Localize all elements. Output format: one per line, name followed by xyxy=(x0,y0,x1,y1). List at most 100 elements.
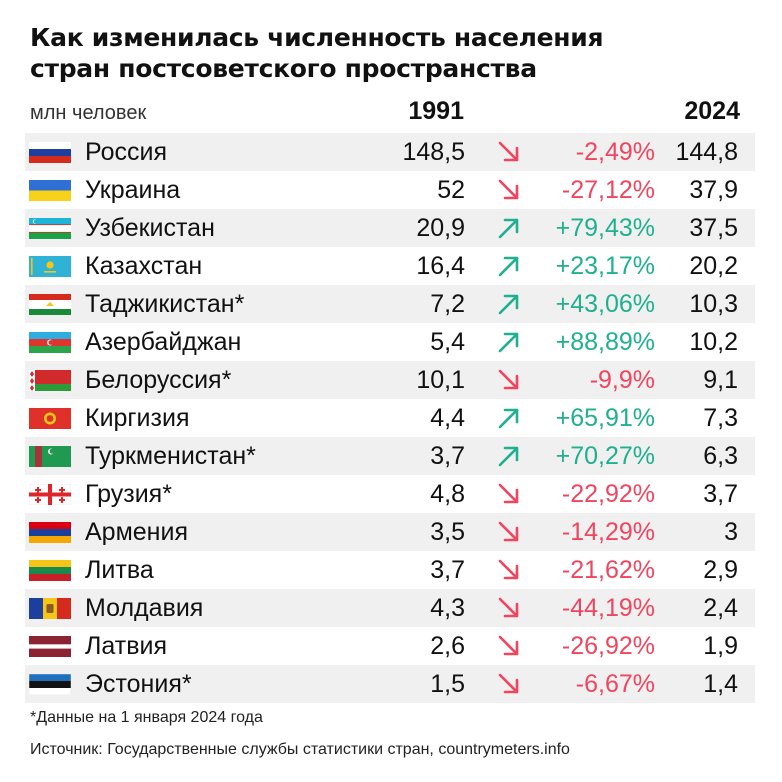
table-row: Азербайджан 5,4 +88,89% 10,2 xyxy=(25,323,755,361)
percent-change: +65,91% xyxy=(555,404,655,432)
percent-change: -6,67% xyxy=(575,670,655,698)
value-1991: 7,2 xyxy=(430,290,465,318)
kyrgyzstan-flag-icon xyxy=(29,408,71,429)
table-row: Туркменистан* 3,7 +70,27% 6,3 xyxy=(25,437,755,475)
turkmenistan-flag-icon xyxy=(29,446,71,467)
table-row: Грузия* 4,8 -22,92% 3,7 xyxy=(25,475,755,513)
table-row: Белоруссия* 10,1 -9,9% 9,1 xyxy=(25,361,755,399)
table-row: Молдавия 4,3 -44,19% 2,4 xyxy=(25,589,755,627)
value-2024: 37,9 xyxy=(689,176,738,204)
arrow-down-icon xyxy=(496,595,522,621)
uzbekistan-flag-icon xyxy=(29,218,71,239)
value-1991: 4,4 xyxy=(430,404,465,432)
country-name: Азербайджан xyxy=(85,328,242,356)
percent-change: -21,62% xyxy=(561,556,655,584)
value-1991: 3,7 xyxy=(430,442,465,470)
arrow-up-icon xyxy=(496,443,522,469)
country-name: Туркменистан* xyxy=(85,442,256,470)
country-name: Таджикистан* xyxy=(85,290,245,318)
table-row: Армения 3,5 -14,29% 3 xyxy=(25,513,755,551)
percent-change: +70,27% xyxy=(555,442,655,470)
arrow-down-icon xyxy=(496,177,522,203)
country-name: Россия xyxy=(85,138,167,166)
percent-change: -9,9% xyxy=(589,366,655,394)
value-2024: 9,1 xyxy=(703,366,738,394)
country-name: Эстония* xyxy=(85,670,192,698)
country-name: Латвия xyxy=(85,632,167,660)
value-2024: 20,2 xyxy=(689,252,738,280)
estonia-flag-icon xyxy=(29,674,71,695)
percent-change: -27,12% xyxy=(561,176,655,204)
arrow-down-icon xyxy=(496,367,522,393)
value-2024: 6,3 xyxy=(703,442,738,470)
chart-title-line-1: Как изменилась численность населения xyxy=(30,23,604,52)
source-note: Источник: Государственные службы статист… xyxy=(30,741,570,758)
percent-change: +43,06% xyxy=(555,290,655,318)
value-1991: 20,9 xyxy=(416,214,465,242)
value-1991: 2,6 xyxy=(430,632,465,660)
kazakhstan-flag-icon xyxy=(29,256,71,277)
column-header-1991: 1991 xyxy=(408,97,464,125)
value-1991: 3,5 xyxy=(430,518,465,546)
chart-title-line-2: стран постсоветского пространства xyxy=(30,54,537,83)
arrow-up-icon xyxy=(496,253,522,279)
value-1991: 52 xyxy=(437,176,465,204)
table-row: Узбекистан 20,9 +79,43% 37,5 xyxy=(25,209,755,247)
value-2024: 37,5 xyxy=(689,214,738,242)
lithuania-flag-icon xyxy=(29,560,71,581)
value-2024: 10,3 xyxy=(689,290,738,318)
percent-change: +79,43% xyxy=(555,214,655,242)
value-2024: 10,2 xyxy=(689,328,738,356)
arrow-down-icon xyxy=(496,139,522,165)
arrow-up-icon xyxy=(496,329,522,355)
value-2024: 2,9 xyxy=(703,556,738,584)
value-1991: 10,1 xyxy=(416,366,465,394)
arrow-up-icon xyxy=(496,405,522,431)
arrow-down-icon xyxy=(496,671,522,697)
country-name: Литва xyxy=(85,556,154,584)
table-row: Казахстан 16,4 +23,17% 20,2 xyxy=(25,247,755,285)
percent-change: -26,92% xyxy=(561,632,655,660)
country-name: Казахстан xyxy=(85,252,203,280)
table-row: Россия 148,5 -2,49% 144,8 xyxy=(25,133,755,171)
percent-change: -22,92% xyxy=(561,480,655,508)
country-name: Узбекистан xyxy=(85,214,215,242)
value-2024: 144,8 xyxy=(675,138,738,166)
value-2024: 3 xyxy=(724,518,738,546)
country-name: Киргизия xyxy=(85,404,190,432)
percent-change: -2,49% xyxy=(575,138,655,166)
arrow-down-icon xyxy=(496,633,522,659)
arrow-down-icon xyxy=(496,519,522,545)
arrow-up-icon xyxy=(496,291,522,317)
ukraine-flag-icon xyxy=(29,180,71,201)
table-row: Таджикистан* 7,2 +43,06% 10,3 xyxy=(25,285,755,323)
arrow-up-icon xyxy=(496,215,522,241)
value-1991: 4,8 xyxy=(430,480,465,508)
tajikistan-flag-icon xyxy=(29,294,71,315)
table-row: Киргизия 4,4 +65,91% 7,3 xyxy=(25,399,755,437)
column-header-2024: 2024 xyxy=(684,97,740,125)
georgia-flag-icon xyxy=(29,484,71,505)
table-row: Украина 52 -27,12% 37,9 xyxy=(25,171,755,209)
percent-change: +23,17% xyxy=(555,252,655,280)
value-2024: 2,4 xyxy=(703,594,738,622)
value-1991: 148,5 xyxy=(402,138,465,166)
value-1991: 3,7 xyxy=(430,556,465,584)
percent-change: +88,89% xyxy=(555,328,655,356)
value-2024: 1,4 xyxy=(703,670,738,698)
value-1991: 4,3 xyxy=(430,594,465,622)
chart-title: Как изменилась численность населения стр… xyxy=(30,22,760,84)
value-2024: 3,7 xyxy=(703,480,738,508)
armenia-flag-icon xyxy=(29,522,71,543)
arrow-down-icon xyxy=(496,481,522,507)
moldova-flag-icon xyxy=(29,598,71,619)
table-row: Латвия 2,6 -26,92% 1,9 xyxy=(25,627,755,665)
unit-label: млн человек xyxy=(30,102,147,124)
value-2024: 1,9 xyxy=(703,632,738,660)
percent-change: -44,19% xyxy=(561,594,655,622)
country-name: Грузия* xyxy=(85,480,172,508)
azerbaijan-flag-icon xyxy=(29,332,71,353)
country-name: Молдавия xyxy=(85,594,204,622)
country-name: Белоруссия* xyxy=(85,366,232,394)
